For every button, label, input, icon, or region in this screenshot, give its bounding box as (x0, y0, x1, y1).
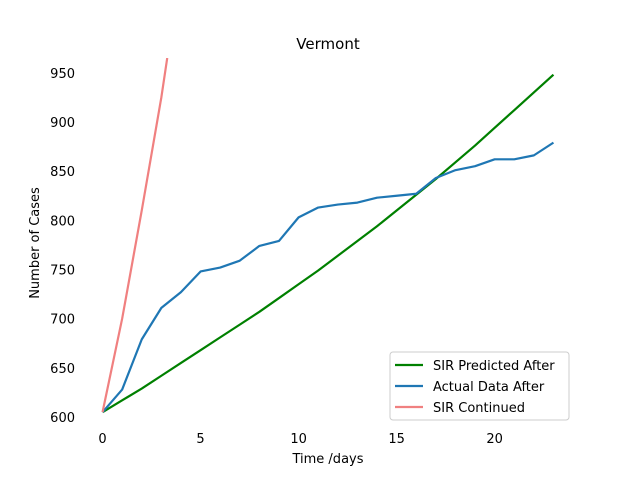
y-axis-label: Number of Cases (28, 187, 43, 299)
x-tick-label: 20 (486, 432, 503, 447)
x-tick-label: 15 (388, 432, 405, 447)
y-tick-label: 800 (50, 214, 75, 229)
x-axis-ticks: 0 5 10 15 20 (98, 432, 503, 447)
series-line-actual-data-after (101, 141, 555, 413)
chart-title: Vermont (296, 35, 360, 53)
y-tick-label: 600 (50, 411, 75, 426)
y-tick-label: 950 (50, 67, 75, 82)
x-axis-label: Time /days (291, 452, 363, 467)
y-axis-ticks: 600 650 700 750 800 850 900 950 (50, 67, 75, 426)
series-lines (101, 58, 555, 414)
y-tick-label: 700 (50, 313, 75, 328)
series-line-sir-continued (101, 58, 169, 413)
legend: SIR Predicted After Actual Data After SIR … (389, 351, 570, 421)
x-tick-label: 10 (290, 432, 307, 447)
y-tick-label: 650 (50, 362, 75, 377)
x-tick-label: 0 (98, 432, 106, 447)
y-tick-label: 850 (50, 165, 75, 180)
legend-box (389, 351, 570, 421)
y-tick-label: 900 (50, 116, 75, 131)
legend-label: SIR Predicted After (433, 359, 555, 374)
y-tick-label: 750 (50, 264, 75, 279)
series-line-sir-predicted-after (101, 73, 555, 414)
legend-label: Actual Data After (433, 380, 545, 395)
x-tick-label: 5 (196, 432, 204, 447)
legend-label: SIR Continued (433, 401, 525, 416)
